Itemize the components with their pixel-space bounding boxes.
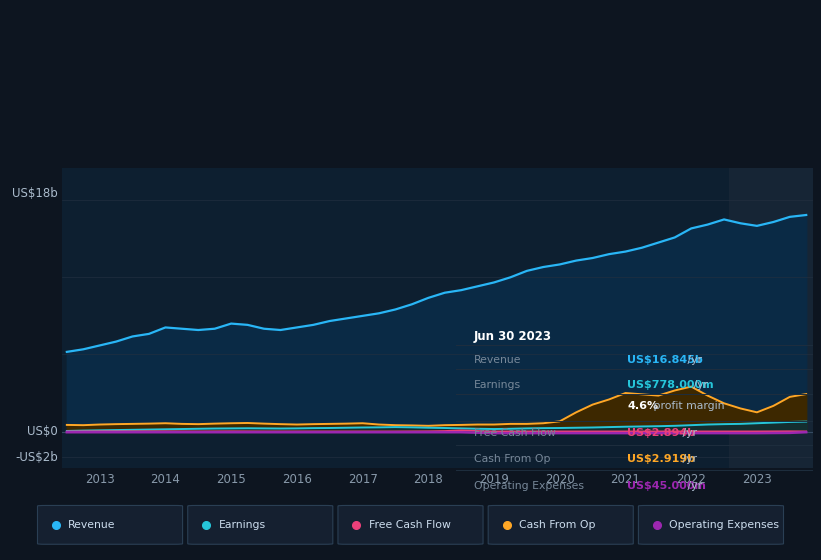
Text: US$778.000m: US$778.000m (627, 380, 713, 390)
Text: US$18b: US$18b (12, 187, 57, 200)
FancyBboxPatch shape (639, 506, 783, 544)
FancyBboxPatch shape (38, 506, 182, 544)
Text: /yr: /yr (678, 454, 696, 464)
Text: Earnings: Earnings (474, 380, 521, 390)
Text: Revenue: Revenue (474, 355, 521, 365)
Text: /yr: /yr (684, 481, 702, 491)
Text: 4.6%: 4.6% (627, 401, 658, 411)
Text: Free Cash Flow: Free Cash Flow (474, 428, 555, 438)
Text: Free Cash Flow: Free Cash Flow (369, 520, 451, 530)
Text: profit margin: profit margin (650, 401, 724, 411)
FancyBboxPatch shape (188, 506, 333, 544)
FancyBboxPatch shape (338, 506, 483, 544)
Text: US$0: US$0 (27, 425, 57, 438)
Text: US$16.845b: US$16.845b (627, 355, 703, 365)
Text: Operating Expenses: Operating Expenses (474, 481, 584, 491)
FancyBboxPatch shape (488, 506, 633, 544)
Text: Revenue: Revenue (68, 520, 116, 530)
Text: Cash From Op: Cash From Op (474, 454, 550, 464)
Text: Jun 30 2023: Jun 30 2023 (474, 330, 552, 343)
Text: /yr: /yr (678, 428, 696, 438)
Text: US$45.000m: US$45.000m (627, 481, 706, 491)
Text: /yr: /yr (684, 355, 702, 365)
Text: /yr: /yr (690, 380, 708, 390)
Text: Operating Expenses: Operating Expenses (669, 520, 779, 530)
Text: Earnings: Earnings (218, 520, 266, 530)
Text: Cash From Op: Cash From Op (519, 520, 595, 530)
Text: US$2.894b: US$2.894b (627, 428, 695, 438)
Bar (729, 168, 813, 468)
Text: US$2.919b: US$2.919b (627, 454, 695, 464)
Text: -US$2b: -US$2b (15, 451, 57, 464)
